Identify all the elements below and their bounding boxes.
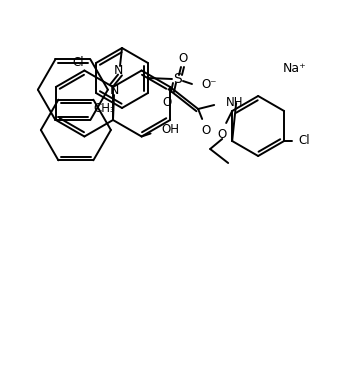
Text: Cl: Cl [72,56,84,69]
Text: O: O [217,129,227,142]
Text: OH: OH [162,123,180,136]
Text: N: N [109,83,119,96]
Text: O: O [162,96,172,110]
Text: O⁻: O⁻ [201,78,216,90]
Text: NH: NH [226,96,244,110]
Text: Cl: Cl [298,134,310,147]
Text: N: N [113,64,123,76]
Text: O: O [178,51,188,64]
Text: S: S [174,72,183,86]
Text: O: O [202,125,211,137]
Text: CH₃: CH₃ [93,103,115,115]
Text: Na⁺: Na⁺ [283,61,307,74]
